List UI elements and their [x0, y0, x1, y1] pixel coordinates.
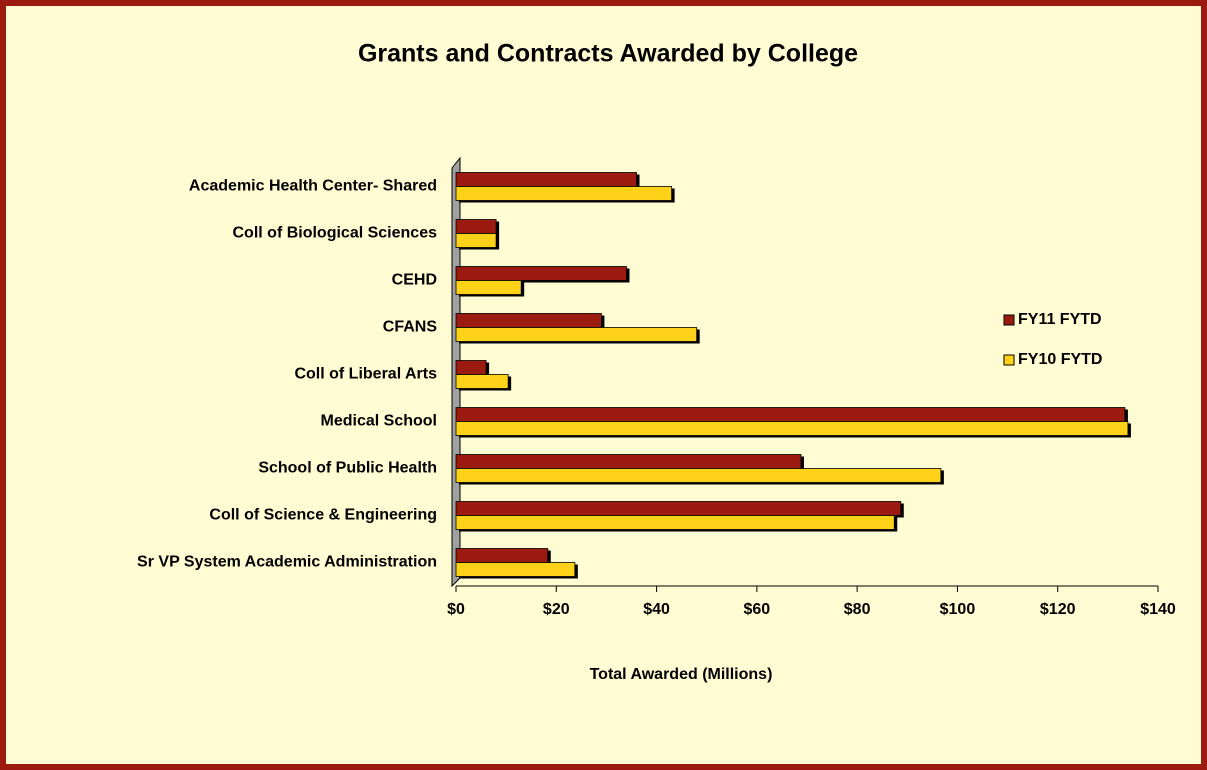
legend-swatch	[1003, 354, 1015, 366]
bar	[455, 186, 673, 201]
legend-label: FY11 FYTD	[1018, 311, 1102, 328]
y-tick-label: Medical School	[321, 413, 437, 430]
x-tick-label: $0	[447, 601, 465, 618]
y-tick-label: Coll of Liberal Arts	[294, 366, 437, 383]
bar	[455, 421, 1129, 436]
y-tick-label: Sr VP System Academic Administration	[137, 554, 437, 571]
legend-swatch	[1003, 314, 1015, 326]
x-tick-label: $40	[643, 601, 670, 618]
bar	[455, 233, 497, 248]
y-tick-label: Coll of Biological Sciences	[233, 225, 438, 242]
chart-title: Grants and Contracts Awarded by College	[358, 40, 858, 68]
x-tick-label: $140	[1140, 601, 1176, 618]
x-tick-label: $20	[543, 601, 570, 618]
y-tick-label: CEHD	[392, 272, 437, 289]
x-tick-label: $80	[844, 601, 871, 618]
bar	[455, 327, 698, 342]
bar	[455, 548, 549, 563]
bar	[455, 501, 902, 516]
x-axis-label: Total Awarded (Millions)	[590, 666, 773, 683]
bar	[455, 515, 895, 530]
bar	[455, 374, 509, 389]
bar	[455, 219, 497, 234]
bar	[455, 313, 602, 328]
bar	[455, 562, 576, 577]
bar	[455, 407, 1126, 422]
bar	[455, 280, 522, 295]
y-tick-label: CFANS	[383, 319, 438, 336]
bar	[455, 266, 627, 281]
bar	[455, 454, 802, 469]
y-tick-label: School of Public Health	[258, 460, 437, 477]
y-tick-label: Coll of Science & Engineering	[209, 507, 437, 524]
x-tick-label: $60	[744, 601, 771, 618]
x-tick-label: $100	[940, 601, 976, 618]
bar	[455, 172, 637, 187]
y-tick-label: Academic Health Center- Shared	[189, 178, 437, 195]
bar	[455, 468, 942, 483]
legend-label: FY10 FYTD	[1018, 351, 1102, 368]
bar	[455, 360, 487, 375]
x-tick-label: $120	[1040, 601, 1076, 618]
